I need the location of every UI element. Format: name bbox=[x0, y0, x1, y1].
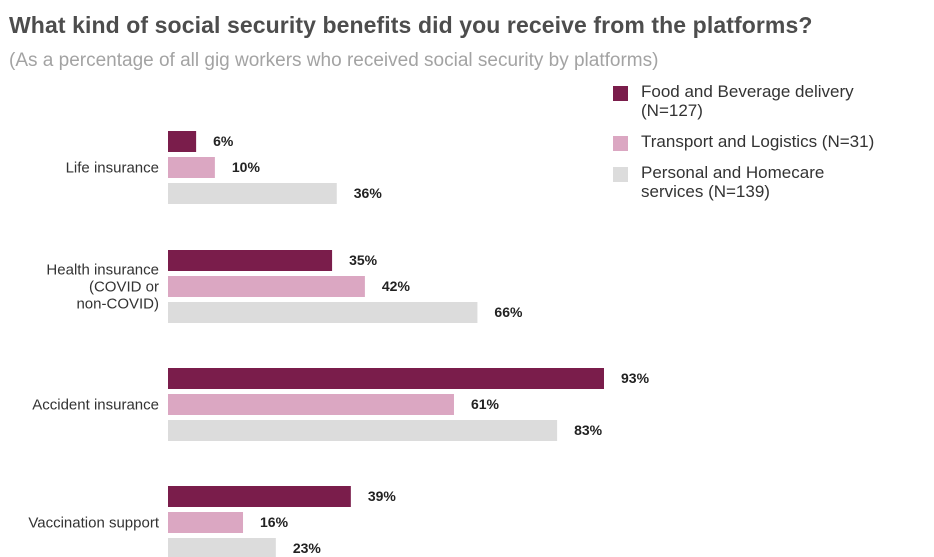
bar-vaccination-support-transport bbox=[168, 512, 243, 533]
data-label-health-insurance-personal: 66% bbox=[494, 304, 523, 320]
category-label-vaccination-support: Vaccination support bbox=[28, 515, 159, 532]
bar-group-accident-insurance: 93% 61% 83% bbox=[168, 368, 650, 441]
data-label-accident-insurance-transport: 61% bbox=[471, 396, 500, 412]
bar-life-insurance-transport bbox=[168, 157, 215, 178]
bar-health-insurance-food bbox=[168, 250, 332, 271]
bar-accident-insurance-personal bbox=[168, 420, 557, 441]
legend-swatch-personal bbox=[613, 167, 628, 182]
bar-group-health-insurance: 35%42% 66% bbox=[168, 250, 523, 323]
bar-life-insurance-personal bbox=[168, 183, 337, 204]
data-label-health-insurance-transport: 42% bbox=[382, 278, 411, 294]
legend-label-food: Food and Beverage delivery (N=127) bbox=[641, 82, 854, 120]
legend-item-food: Food and Beverage delivery (N=127) bbox=[613, 82, 933, 120]
data-label-accident-insurance-personal: 83% bbox=[574, 422, 603, 438]
data-label-vaccination-support-food: 39% bbox=[368, 488, 397, 504]
bar-group-life-insurance: 6% 10% 36% bbox=[168, 131, 382, 204]
bar-health-insurance-transport bbox=[168, 276, 365, 297]
bar-vaccination-support-food bbox=[168, 486, 351, 507]
category-label-accident-insurance: Accident insurance bbox=[32, 397, 159, 414]
data-label-accident-insurance-food: 93% bbox=[621, 370, 650, 386]
bar-group-vaccination-support: 39% 16%23% bbox=[168, 486, 396, 557]
bar-life-insurance-food bbox=[168, 131, 196, 152]
legend-label-transport: Transport and Logistics (N=31) bbox=[641, 132, 874, 151]
legend-swatch-transport bbox=[613, 136, 628, 151]
legend-item-personal: Personal and Homecare services (N=139) bbox=[613, 163, 933, 201]
legend-item-transport: Transport and Logistics (N=31) bbox=[613, 132, 933, 151]
bar-accident-insurance-transport bbox=[168, 394, 454, 415]
bar-vaccination-support-personal bbox=[168, 538, 276, 557]
legend-swatch-food bbox=[613, 86, 628, 101]
bar-accident-insurance-food bbox=[168, 368, 604, 389]
bar-health-insurance-personal bbox=[168, 302, 477, 323]
category-label-life-insurance: Life insurance bbox=[66, 160, 159, 177]
legend: Food and Beverage delivery (N=127) Trans… bbox=[613, 82, 933, 213]
legend-label-personal: Personal and Homecare services (N=139) bbox=[641, 163, 824, 201]
data-label-health-insurance-food: 35% bbox=[349, 252, 378, 268]
data-label-vaccination-support-personal: 23% bbox=[293, 540, 322, 556]
data-label-life-insurance-transport: 10% bbox=[232, 159, 261, 175]
category-label-health-insurance: Health insurance (COVID or non-COVID) bbox=[46, 262, 159, 313]
data-label-life-insurance-personal: 36% bbox=[354, 185, 383, 201]
data-label-vaccination-support-transport: 16% bbox=[260, 514, 289, 530]
data-label-life-insurance-food: 6% bbox=[213, 133, 234, 149]
